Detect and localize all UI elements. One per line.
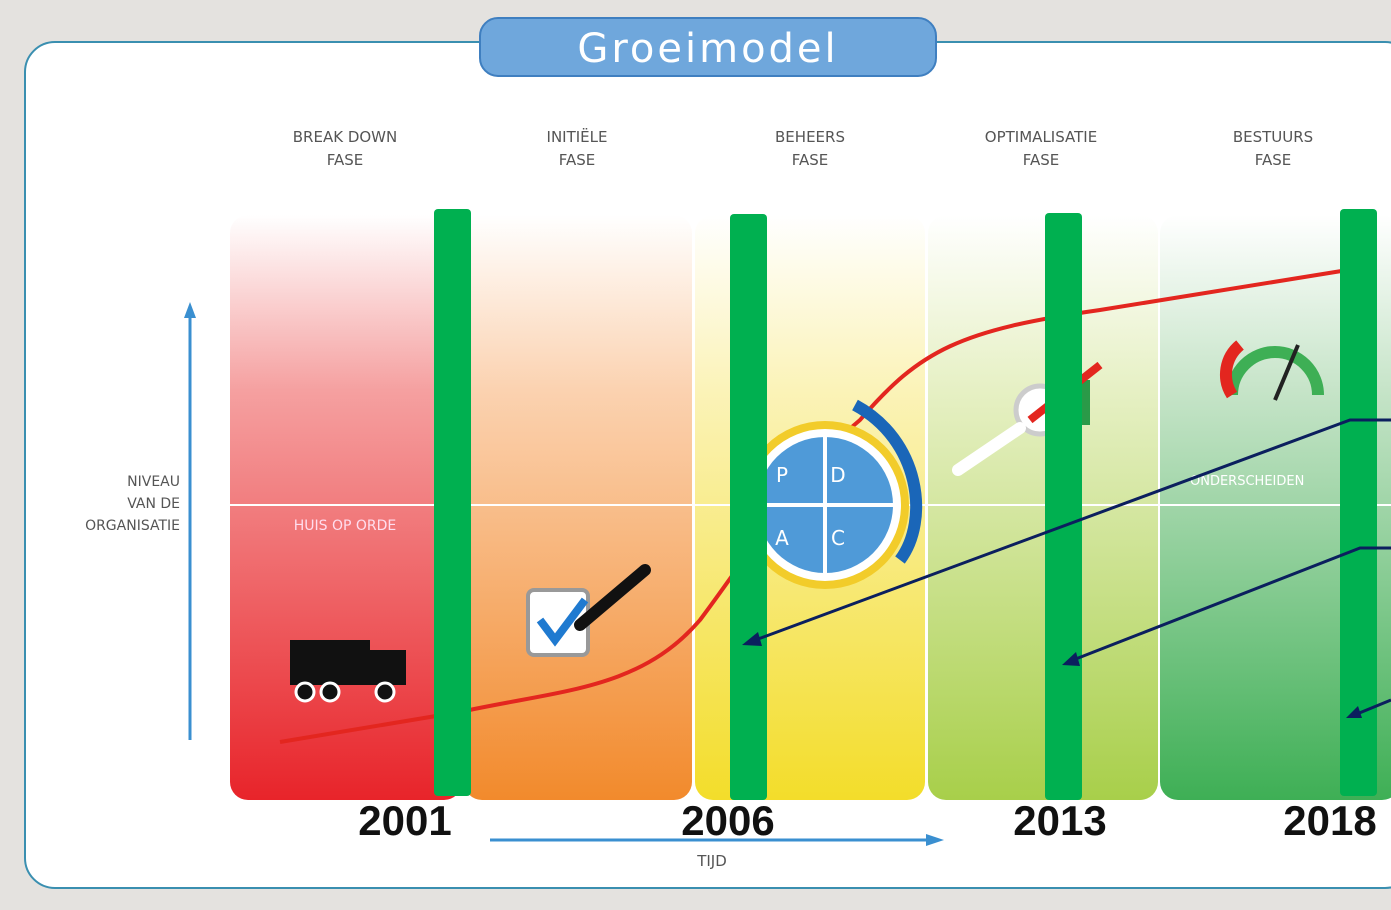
- pdca-wheel: [741, 399, 923, 589]
- phase-label: FASE: [1023, 151, 1060, 169]
- zone-label: HUIS OP ORDE: [294, 518, 397, 534]
- year-label: 2001: [358, 797, 451, 844]
- phase-column: [1160, 215, 1391, 800]
- year-label: 2018: [1283, 797, 1376, 844]
- zone-label: ONDERSCHEIDEN: [1190, 474, 1304, 489]
- y-axis-label: NIVEAU: [127, 474, 180, 490]
- phase-column: [928, 215, 1158, 800]
- phase-label: BREAK DOWN: [293, 128, 397, 146]
- phase-label: BEHEERS: [775, 128, 845, 146]
- gauge-icon: [1220, 340, 1324, 401]
- year-marker: [730, 214, 767, 800]
- phase-label: INITIËLE: [547, 127, 608, 146]
- arrow-head: [926, 834, 944, 846]
- y-axis-label: ORGANISATIE: [85, 518, 180, 534]
- title: Groeimodel: [577, 26, 838, 72]
- phase-column: [230, 215, 462, 800]
- phase-label: FASE: [327, 151, 364, 169]
- checkbox-icon: [526, 564, 651, 657]
- y-axis-label: VAN DE: [127, 496, 180, 512]
- year-marker: [434, 209, 471, 796]
- pdca-letter: A: [775, 526, 789, 550]
- year-label: 2013: [1013, 797, 1106, 844]
- year-label: 2006: [681, 797, 774, 844]
- phase-label: BESTUURS: [1233, 128, 1313, 146]
- pdca-letter: C: [831, 526, 845, 550]
- x-axis-label: TIJD: [696, 852, 727, 870]
- fire-truck: [290, 640, 406, 703]
- pdca-letter: P: [776, 463, 788, 487]
- title-box: [479, 17, 937, 77]
- pdca-letter: D: [830, 463, 845, 487]
- phase-column: [464, 215, 692, 800]
- year-marker: [1045, 213, 1082, 800]
- phase-label: FASE: [559, 151, 596, 169]
- arrow-head: [184, 302, 196, 318]
- phase-label: FASE: [792, 151, 829, 169]
- arrow-heads: [742, 632, 1362, 718]
- year-marker: [1340, 209, 1377, 796]
- phase-label: FASE: [1255, 151, 1292, 169]
- phase-label: OPTIMALISATIE: [985, 128, 1097, 146]
